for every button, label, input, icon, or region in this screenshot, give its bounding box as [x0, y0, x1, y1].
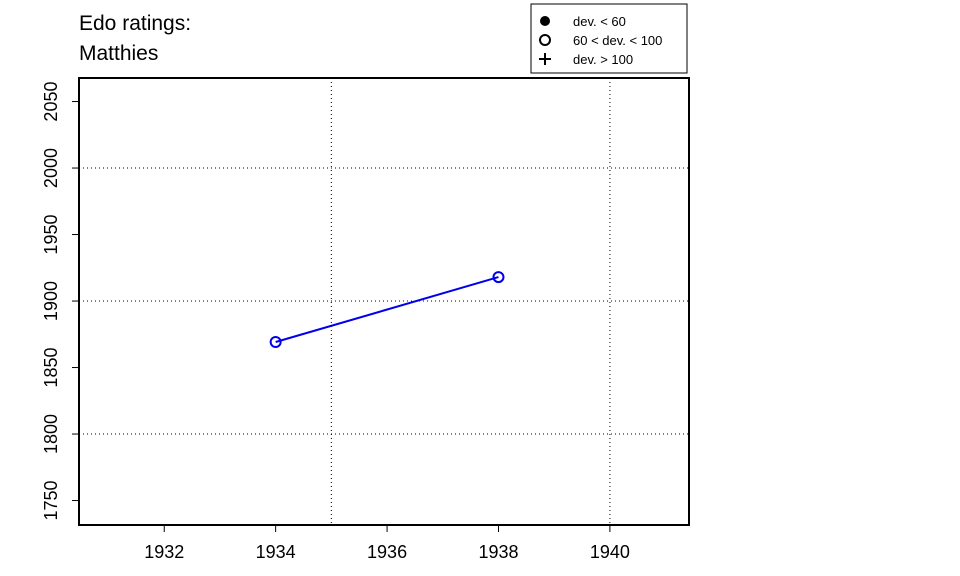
y-tick-label: 2000	[41, 148, 61, 188]
marker	[492, 271, 505, 284]
x-tick-label: 1936	[367, 542, 407, 562]
y-tick-label: 1850	[41, 348, 61, 388]
legend-label: dev. > 100	[573, 52, 633, 67]
line	[275, 276, 499, 343]
y-tick-label: 1950	[41, 215, 61, 255]
legend-label: 60 < dev. < 100	[573, 33, 662, 48]
legend-symbol	[540, 16, 550, 26]
legend-label: dev. < 60	[573, 14, 626, 29]
y-tick-label: 1750	[41, 481, 61, 521]
x-tick-label: 1932	[144, 542, 184, 562]
legend-box	[530, 3, 688, 74]
y-tick-label: 2050	[41, 82, 61, 122]
legend-symbol	[539, 53, 551, 65]
y-tick-label: 1800	[41, 414, 61, 454]
x-tick-label: 1938	[478, 542, 518, 562]
legend-symbol	[539, 34, 551, 46]
x-tick-label: 1934	[256, 542, 296, 562]
chart-title: Edo ratings:	[79, 12, 191, 35]
y-tick-label: 1900	[41, 281, 61, 321]
marker	[269, 335, 282, 348]
chart-title: Matthies	[79, 42, 158, 65]
x-tick-label: 1940	[590, 542, 630, 562]
